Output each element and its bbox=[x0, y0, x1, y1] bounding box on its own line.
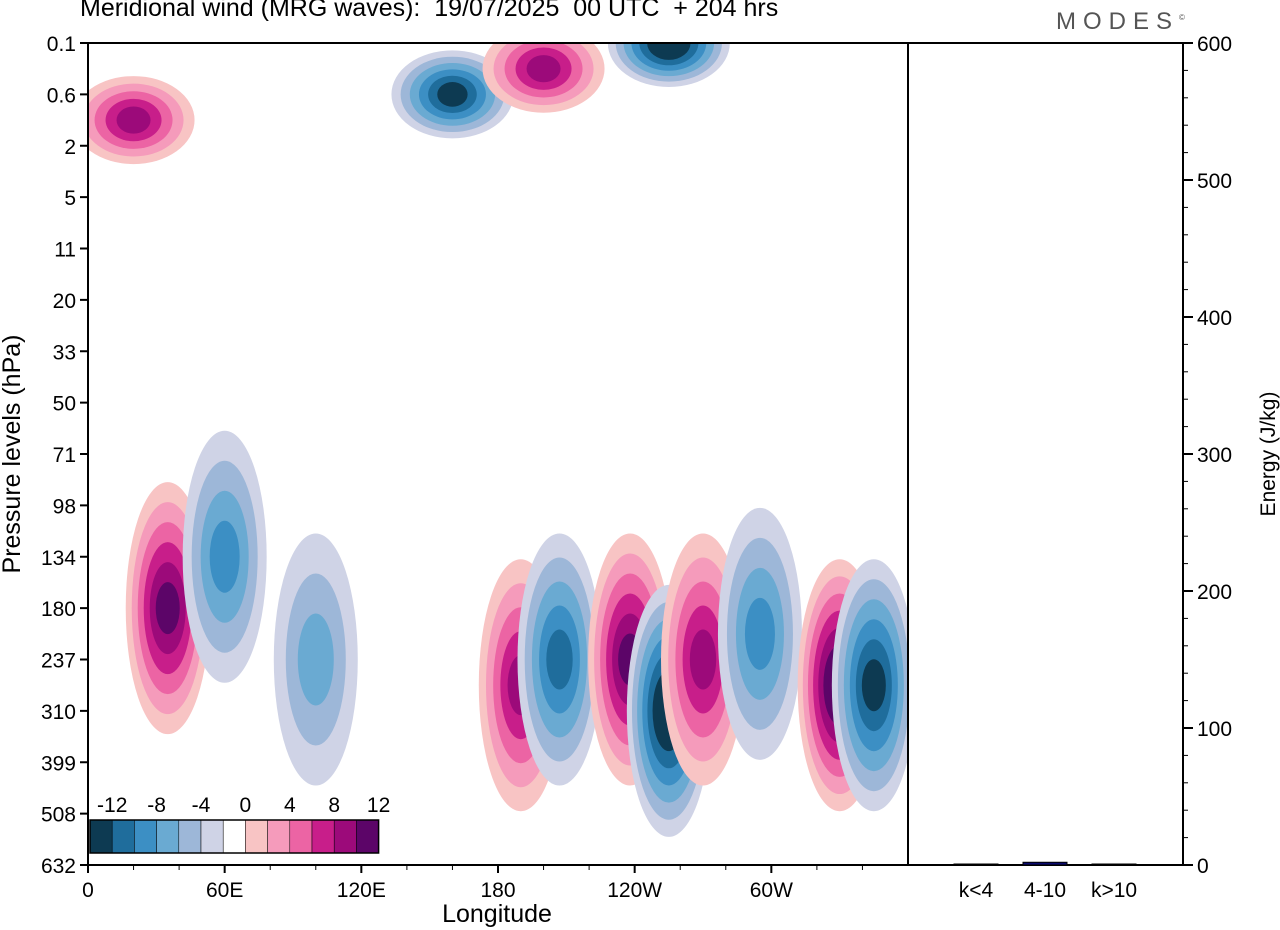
contour-band bbox=[297, 613, 334, 706]
colorbar-swatch bbox=[267, 819, 291, 854]
colorbar-label: -12 bbox=[97, 794, 127, 817]
y-tick-label: 50 bbox=[53, 393, 76, 416]
x-tick-label: 180 bbox=[480, 879, 515, 902]
energy-category-label: 4-10 bbox=[1024, 879, 1066, 902]
colorbar-swatch bbox=[200, 819, 224, 854]
x-tick-label: 60E bbox=[206, 879, 243, 902]
energy-tick-label: 300 bbox=[1197, 444, 1232, 467]
chart-title: Meridional wind (MRG waves): 19/07/2025 … bbox=[80, 0, 779, 22]
colorbar-label: 12 bbox=[367, 794, 390, 817]
modes-logo-text: MODES bbox=[1056, 8, 1180, 35]
y-tick-label: 71 bbox=[53, 444, 76, 467]
colorbar-swatch bbox=[111, 819, 135, 854]
y-tick-label: 98 bbox=[53, 495, 76, 518]
contour-band bbox=[155, 582, 180, 635]
y-tick-label: 33 bbox=[53, 341, 76, 364]
modes-logo: MODES© bbox=[1056, 8, 1185, 36]
energy-tick-label: 0 bbox=[1197, 855, 1209, 878]
colorbar-label: 0 bbox=[240, 794, 252, 817]
colorbar: -12 -8 -4 0 4 8 12 bbox=[89, 794, 390, 854]
energy-bar bbox=[1091, 863, 1137, 866]
energy-axis: 0 100 200 300 400 500 600 bbox=[1183, 33, 1232, 878]
colorbar-swatch bbox=[134, 819, 157, 854]
y-tick-label: 134 bbox=[41, 547, 76, 570]
y-tick-label: 632 bbox=[41, 855, 76, 878]
x-tick-label: 0 bbox=[82, 879, 94, 902]
colorbar-label: -4 bbox=[192, 794, 211, 817]
x-tick-label: 120W bbox=[607, 879, 662, 902]
energy-tick-label: 200 bbox=[1197, 581, 1232, 604]
colorbar-swatch bbox=[245, 819, 268, 854]
energy-tick-label: 500 bbox=[1197, 170, 1232, 193]
colorbar-frame bbox=[89, 819, 380, 854]
contour-band bbox=[209, 520, 240, 593]
contour-band bbox=[689, 629, 717, 690]
y-tick-label: 180 bbox=[41, 598, 76, 621]
x-tick-label: 120E bbox=[337, 879, 386, 902]
energy-category-label: k<4 bbox=[959, 879, 994, 902]
colorbar-swatch bbox=[289, 819, 313, 854]
energy-bars: k<4 4-10 k>10 bbox=[953, 861, 1137, 902]
contour-field bbox=[88, 43, 908, 837]
energy-bar bbox=[1022, 861, 1068, 866]
colorbar-label: 4 bbox=[284, 794, 296, 817]
contour-band bbox=[546, 629, 573, 690]
colorbar-swatch bbox=[333, 819, 357, 854]
colorbar-label: -8 bbox=[147, 794, 166, 817]
y-tick-label: 20 bbox=[53, 290, 76, 313]
y-tick-label: 310 bbox=[41, 701, 76, 724]
x-axis-label: Longitude bbox=[442, 900, 552, 928]
energy-tick-label: 600 bbox=[1197, 33, 1232, 56]
colorbar-swatch bbox=[222, 819, 246, 854]
energy-category-label: k>10 bbox=[1091, 879, 1137, 902]
colorbar-swatch bbox=[356, 819, 379, 854]
contour-band bbox=[116, 106, 151, 134]
y-tick-label: 2 bbox=[64, 136, 76, 159]
y-tick-label: 11 bbox=[54, 239, 76, 262]
energy-tick-label: 400 bbox=[1197, 307, 1232, 330]
longitude-axis: 0 60E 120E 180 120W 60W bbox=[82, 865, 863, 902]
energy-axis-label: Energy (J/kg) bbox=[1257, 392, 1280, 517]
colorbar-swatch bbox=[89, 819, 113, 854]
contour-band bbox=[526, 55, 561, 83]
y-tick-label: 0.1 bbox=[47, 33, 76, 56]
colorbar-swatch bbox=[178, 819, 202, 854]
contour-band bbox=[437, 82, 468, 107]
energy-frame bbox=[907, 42, 1184, 866]
energy-tick-label: 100 bbox=[1197, 718, 1232, 741]
colorbar-label: 8 bbox=[328, 794, 340, 817]
pressure-axis: 0.1 0.6 2 5 11 20 33 50 71 98 134 180 237 310 399 508 63… bbox=[41, 33, 88, 878]
contour-band bbox=[861, 659, 886, 712]
colorbar-swatch bbox=[311, 819, 335, 854]
modes-logo-mark: © bbox=[1179, 13, 1185, 22]
y-tick-label: 5 bbox=[64, 187, 76, 210]
contour-band bbox=[744, 597, 775, 670]
colorbar-swatch bbox=[156, 819, 180, 854]
y-axis-label: Pressure levels (hPa) bbox=[0, 335, 26, 574]
contour-band bbox=[654, 43, 683, 55]
y-tick-label: 399 bbox=[41, 752, 76, 775]
x-tick-label: 60W bbox=[750, 879, 793, 902]
y-tick-label: 237 bbox=[41, 650, 76, 673]
y-tick-label: 508 bbox=[41, 804, 76, 827]
y-tick-label: 0.6 bbox=[47, 84, 76, 107]
energy-bar bbox=[953, 863, 999, 866]
